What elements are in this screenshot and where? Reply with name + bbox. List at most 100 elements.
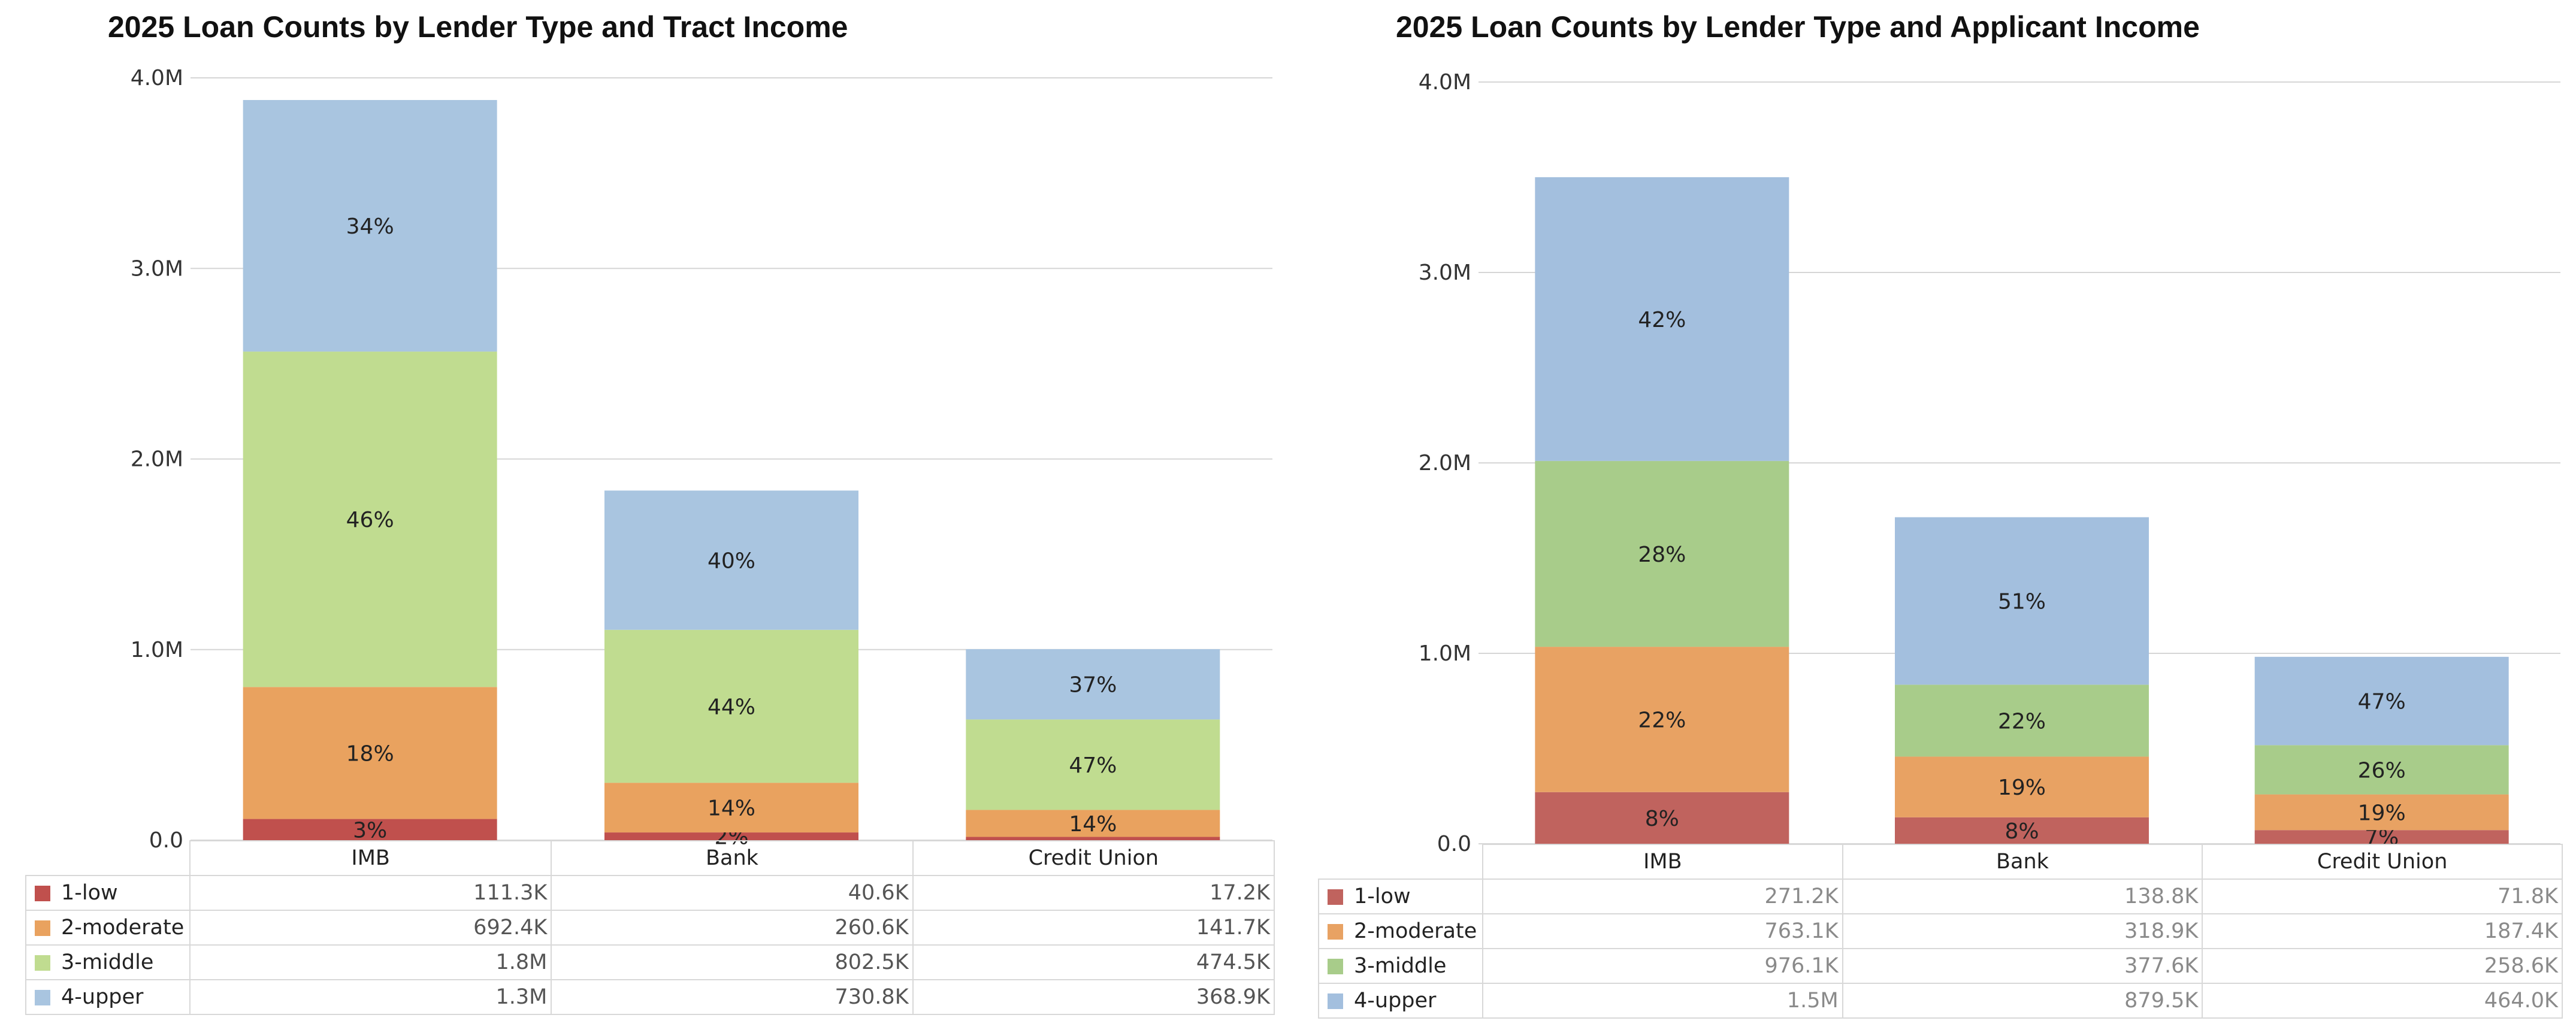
data-table-tract-income: IMB Bank Credit Union 1-low 111.3K 40.6K 17.2K… bbox=[25, 840, 1275, 1015]
legend-swatch bbox=[1328, 993, 1343, 1009]
x-tick-label-credit-union: Credit Union bbox=[912, 840, 1275, 876]
table-row: 1-low 271.2K 138.8K 71.8K bbox=[1318, 879, 2563, 914]
bar-segment-bank-2-moderate bbox=[1895, 756, 2149, 817]
bar-segment-credit-union-1-low bbox=[2254, 830, 2509, 844]
table-cell-value: 368.9K bbox=[912, 979, 1275, 1015]
chart-title: 2025 Loan Counts by Lender Type and Trac… bbox=[108, 10, 848, 44]
legend-swatch bbox=[1328, 959, 1343, 974]
y-tick-label: 4.0M bbox=[1419, 70, 1471, 95]
legend-entry-1-low: 1-low bbox=[1318, 879, 1483, 914]
legend-label: 3-middle bbox=[1354, 954, 1447, 978]
y-tick-label: 3.0M bbox=[131, 256, 183, 281]
bar-segment-credit-union-1-low bbox=[966, 837, 1220, 840]
data-label: 34% bbox=[346, 214, 394, 239]
bar-segment-bank-4-upper bbox=[604, 490, 858, 630]
legend-entry-4-upper: 4-upper bbox=[25, 979, 191, 1015]
table-cell-value: 692.4K bbox=[189, 910, 552, 946]
legend-entry-2-moderate: 2-moderate bbox=[25, 910, 191, 946]
table-cell-value: 879.5K bbox=[1842, 983, 2203, 1019]
bar-segment-imb-3-middle bbox=[243, 352, 497, 687]
bar-segment-bank-3-middle bbox=[604, 629, 858, 783]
legend-label: 2-moderate bbox=[61, 916, 185, 940]
data-label: 47% bbox=[1069, 753, 1117, 778]
table-cell-value: 71.8K bbox=[2202, 879, 2563, 914]
data-label: 44% bbox=[708, 695, 755, 719]
bar-segment-imb-4-upper bbox=[1535, 177, 1789, 461]
legend-label: 4-upper bbox=[1354, 989, 1437, 1013]
table-row: 2-moderate 763.1K 318.9K 187.4K bbox=[1318, 913, 2563, 949]
legend-swatch bbox=[35, 955, 50, 971]
table-cell-value: 258.6K bbox=[2202, 948, 2563, 984]
legend-entry-2-moderate: 2-moderate bbox=[1318, 913, 1483, 949]
table-cell-value: 1.8M bbox=[189, 944, 552, 980]
table-cell-value: 111.3K bbox=[189, 875, 552, 911]
y-tick-label: 3.0M bbox=[1419, 260, 1471, 285]
table-cell-value: 260.6K bbox=[551, 910, 914, 946]
x-tick-label-imb: IMB bbox=[189, 840, 552, 876]
chart-title: 2025 Loan Counts by Lender Type and Appl… bbox=[1396, 10, 2200, 44]
data-label: 37% bbox=[1069, 673, 1117, 698]
table-cell-value: 377.6K bbox=[1842, 948, 2203, 984]
y-tick-label: 2.0M bbox=[131, 447, 183, 472]
table-cell-value: 1.5M bbox=[1482, 983, 1843, 1019]
data-label: 18% bbox=[346, 741, 394, 766]
table-corner bbox=[26, 841, 191, 876]
table-corner bbox=[1319, 844, 1483, 880]
data-label: 8% bbox=[2004, 819, 2039, 844]
bar-segment-imb-2-moderate bbox=[243, 687, 497, 819]
data-label: 46% bbox=[346, 508, 394, 532]
data-label: 26% bbox=[2358, 758, 2406, 783]
bar-segment-bank-1-low bbox=[1895, 817, 2149, 844]
bar-chart-applicant-income: 0.01.0M2.0M3.0M4.0M8%22%28%42%8%19%22%51… bbox=[1419, 70, 2560, 856]
table-cell-value: 318.9K bbox=[1842, 913, 2203, 949]
legend-swatch bbox=[1328, 889, 1343, 905]
legend-entry-4-upper: 4-upper bbox=[1318, 983, 1483, 1019]
table-cell-value: 976.1K bbox=[1482, 948, 1843, 984]
table-cell-value: 187.4K bbox=[2202, 913, 2563, 949]
table-row: 1-low 111.3K 40.6K 17.2K bbox=[25, 875, 1275, 911]
legend-swatch bbox=[35, 990, 50, 1005]
legend-entry-3-middle: 3-middle bbox=[1318, 948, 1483, 984]
bar-segment-imb-1-low bbox=[1535, 792, 1789, 844]
bar-segment-imb-3-middle bbox=[1535, 461, 1789, 647]
data-label: 40% bbox=[708, 549, 755, 573]
data-table-applicant-income: IMB Bank Credit Union 1-low 271.2K 138.8K 71.8… bbox=[1318, 844, 2563, 1019]
x-tick-label-bank: Bank bbox=[1842, 844, 2203, 880]
legend-entry-1-low: 1-low bbox=[25, 875, 191, 911]
table-cell-value: 730.8K bbox=[551, 979, 914, 1015]
bar-segment-credit-union-3-middle bbox=[966, 719, 1220, 810]
y-tick-label: 1.0M bbox=[131, 638, 183, 662]
table-cell-value: 138.8K bbox=[1842, 879, 2203, 914]
bar-segment-imb-2-moderate bbox=[1535, 647, 1789, 792]
bar-segment-imb-1-low bbox=[243, 819, 497, 840]
legend-label: 4-upper bbox=[61, 985, 144, 1009]
table-row: 2-moderate 692.4K 260.6K 141.7K bbox=[25, 910, 1275, 946]
legend-label: 2-moderate bbox=[1354, 919, 1477, 943]
table-row: 3-middle 1.8M 802.5K 474.5K bbox=[25, 944, 1275, 980]
data-label: 3% bbox=[353, 818, 387, 843]
table-header-row: IMB Bank Credit Union bbox=[1319, 844, 2563, 880]
table-cell-value: 141.7K bbox=[912, 910, 1275, 946]
table-cell-value: 464.0K bbox=[2202, 983, 2563, 1019]
data-label: 22% bbox=[1638, 708, 1686, 732]
data-label: 8% bbox=[1645, 807, 1679, 831]
chart-panel-tract-income: 2025 Loan Counts by Lender Type and Trac… bbox=[25, 10, 1275, 1015]
bar-segment-bank-3-middle bbox=[1895, 684, 2149, 757]
table-row: 4-upper 1.5M 879.5K 464.0K bbox=[1318, 983, 2563, 1019]
bar-segment-credit-union-4-upper bbox=[2254, 656, 2509, 746]
bar-segment-imb-4-upper bbox=[243, 100, 497, 352]
x-tick-label-credit-union: Credit Union bbox=[2202, 844, 2563, 880]
legend-swatch bbox=[35, 920, 50, 936]
legend-label: 1-low bbox=[1354, 884, 1411, 908]
data-label: 42% bbox=[1638, 308, 1686, 332]
bar-segment-credit-union-2-moderate bbox=[2254, 794, 2509, 831]
data-label: 51% bbox=[1998, 590, 2046, 614]
x-tick-label-bank: Bank bbox=[551, 840, 914, 876]
y-tick-label: 4.0M bbox=[131, 66, 183, 90]
bar-segment-credit-union-3-middle bbox=[2254, 745, 2509, 795]
table-cell-value: 40.6K bbox=[551, 875, 914, 911]
table-cell-value: 271.2K bbox=[1482, 879, 1843, 914]
data-label: 19% bbox=[1998, 776, 2046, 800]
data-label: 14% bbox=[708, 796, 755, 821]
data-label: 14% bbox=[1069, 812, 1117, 837]
